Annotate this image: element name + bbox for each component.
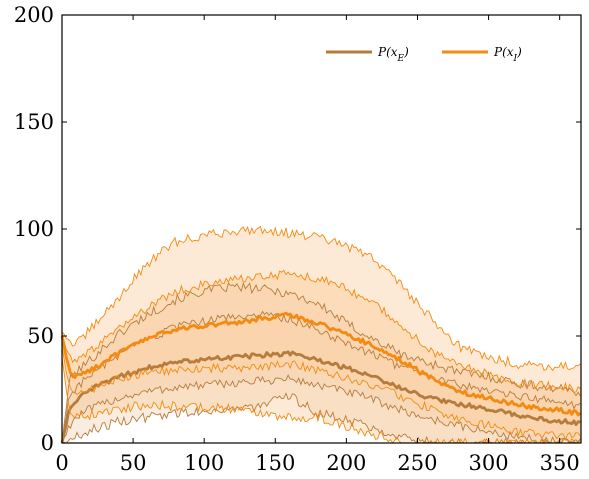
series-1-sd2-high-line [61,225,581,372]
x-tick-label-7: 350 [540,451,580,475]
plot-area [60,225,582,445]
band-inner-1 [62,270,581,440]
legend: P(xE) P(xI) [326,45,522,64]
x-tick-label-0: 0 [55,451,68,475]
y-tick-label-3: 150 [14,110,54,134]
y-tick-label-2: 100 [14,217,54,241]
y-tick-label-0: 0 [41,431,54,455]
x-tick-label-5: 250 [397,451,437,475]
legend-label-0: P(xE) [377,45,409,64]
series-0-mean-line [60,350,581,444]
x-tick-label-6: 300 [469,451,509,475]
x-tick-label-4: 200 [326,451,366,475]
series-0-sd2-high-line [61,281,581,444]
series-1-sd1-low-line [61,346,581,441]
axis-tick-labels: 0 50 100 150 200 250 300 350 0 50 100 150 200 [14,3,580,475]
x-tick-label-3: 150 [255,451,295,475]
legend-label-1: P(xI) [493,45,522,64]
confidence-bands [62,226,581,443]
series-lines [60,225,582,445]
series-1-sd1-high-line [61,269,581,393]
axis-ticks [61,14,581,444]
x-tick-label-2: 100 [184,451,224,475]
series-0-sd1-low-line [61,374,581,445]
x-tick-label-1: 50 [120,451,147,475]
y-tick-label-4: 200 [14,3,54,27]
y-tick-label-1: 50 [27,324,54,348]
series-1-mean-line [60,311,582,417]
